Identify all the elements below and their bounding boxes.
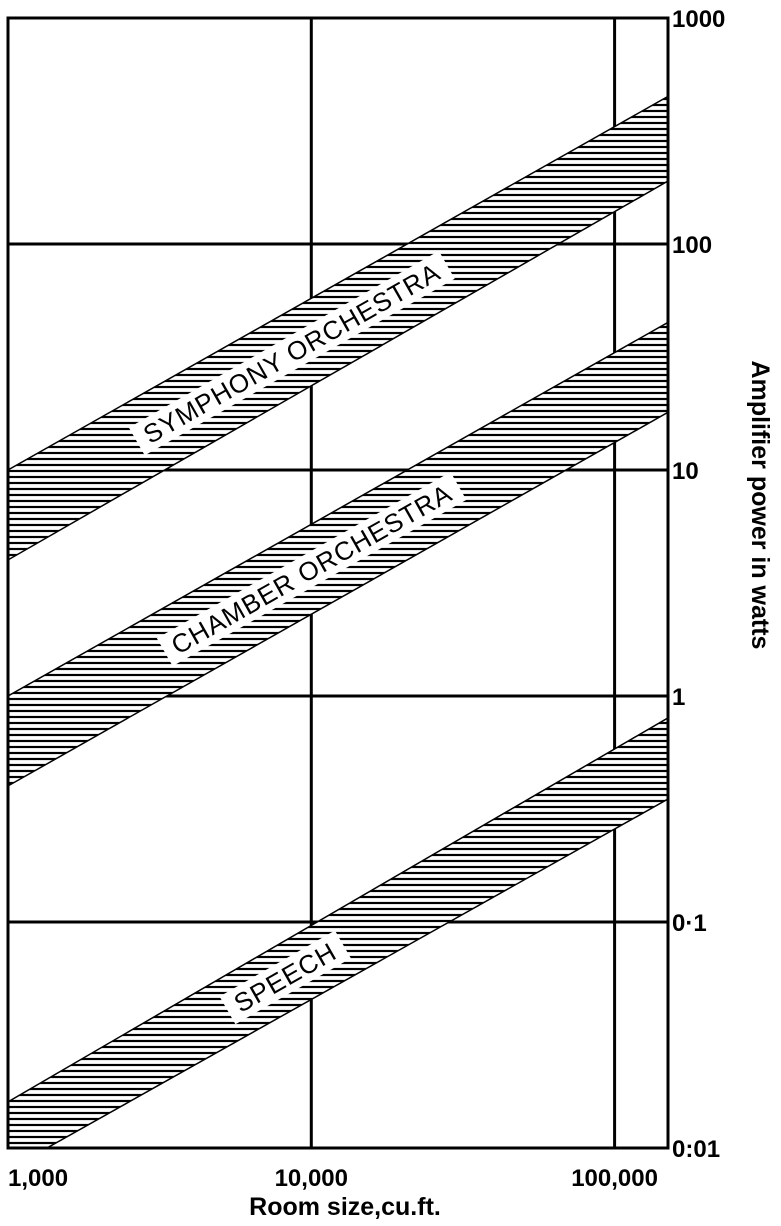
x-tick-label: 1,000: [8, 1165, 68, 1192]
y-tick-label: 1: [672, 684, 685, 711]
y-tick-label: 10: [672, 458, 699, 485]
y-tick-label: 1000: [672, 6, 725, 33]
band-label-background: [219, 930, 351, 1025]
y-axis-label: Amplifier power in watts: [746, 361, 774, 650]
x-tick-label: 10,000: [275, 1165, 348, 1192]
tick-labels: 1000 100 10 1 0·1 0:01 1,000 10,000 100,000: [8, 6, 725, 1192]
y-tick-label: 0:01: [672, 1136, 720, 1163]
plot-frame: [6, 16, 670, 1150]
plot-border: [6, 16, 670, 1150]
y-tick-label: 100: [672, 232, 712, 259]
band-area: [8, 717, 668, 1148]
x-axis-label: Room size,cu.ft.: [249, 1193, 441, 1221]
band-label-background: [156, 472, 467, 667]
y-tick-label: 0·1: [672, 910, 707, 937]
series-label: SYMPHONY ORCHESTRA: [138, 257, 445, 450]
x-tick-label: 100,000: [571, 1165, 658, 1192]
band-label-group: SYMPHONY ORCHESTRA: [128, 250, 455, 456]
band-label-background: [128, 250, 455, 456]
band-2: [8, 717, 668, 1148]
